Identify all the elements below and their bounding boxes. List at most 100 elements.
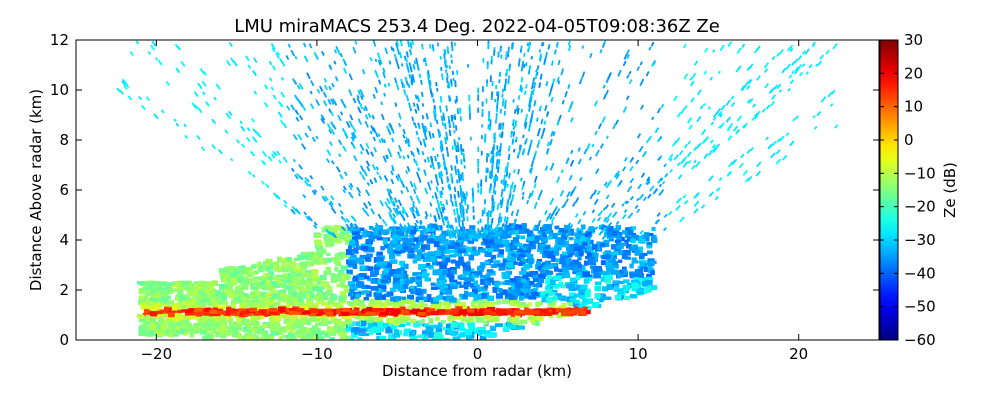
echo-cell: [425, 325, 431, 331]
echo-cell: [596, 267, 602, 272]
echo-cell: [382, 238, 388, 245]
echo-cell: [388, 253, 396, 260]
echo-cell: [443, 296, 452, 302]
echo-cell: [346, 269, 353, 275]
echo-cell: [562, 268, 569, 273]
echo-cell: [191, 297, 197, 303]
echo-cell: [605, 278, 611, 284]
echo-cell: [581, 224, 586, 230]
echo-cell: [479, 299, 485, 305]
echo-cell: [392, 260, 397, 264]
echo-cell: [165, 286, 171, 291]
echo-cell: [138, 330, 144, 335]
echo-cell: [401, 296, 407, 301]
echo-cell: [449, 281, 457, 286]
echo-cell: [246, 322, 252, 327]
echo-cell: [142, 312, 148, 317]
echo-cell: [490, 325, 497, 331]
echo-cell: [545, 285, 551, 291]
echo-cell: [577, 257, 582, 261]
echo-cell: [151, 306, 158, 311]
echo-cell: [513, 253, 520, 259]
echo-cell: [471, 238, 479, 242]
echo-cell: [567, 251, 575, 256]
echo-cell: [360, 266, 366, 270]
echo-cell: [373, 304, 381, 310]
echo-cell: [359, 304, 364, 310]
echo-cell: [438, 294, 443, 300]
echo-cell: [263, 263, 270, 269]
echo-cell: [514, 276, 521, 282]
echo-cell: [190, 301, 199, 306]
echo-cell: [182, 280, 189, 286]
echo-cell: [469, 271, 477, 275]
echo-cell: [506, 232, 512, 238]
echo-cell: [417, 303, 424, 309]
echo-cell: [286, 320, 294, 327]
echo-cell: [580, 301, 589, 306]
echo-cell: [264, 299, 273, 304]
echo-cell: [291, 263, 298, 268]
echo-cell: [357, 337, 363, 340]
echo-cell: [574, 293, 579, 298]
echo-cell: [327, 257, 333, 263]
echo-cell: [189, 304, 197, 309]
echo-cell: [629, 246, 636, 251]
echo-cell: [523, 243, 531, 248]
echo-cell: [177, 286, 183, 290]
echo-cell: [392, 226, 401, 230]
echo-cell: [289, 279, 297, 285]
echo-cell: [417, 274, 425, 279]
echo-cell: [353, 229, 360, 233]
echo-cell: [501, 299, 509, 304]
echo-cell: [365, 239, 373, 245]
layer-cell: [408, 309, 417, 314]
echo-cell: [443, 300, 452, 305]
echo-cell: [216, 316, 224, 323]
echo-cell: [428, 235, 436, 241]
echo-cell: [638, 239, 646, 244]
echo-cell: [207, 299, 212, 305]
echo-cell: [315, 253, 323, 258]
echo-cell: [551, 263, 558, 268]
echo-cell: [431, 337, 439, 340]
echo-cell: [586, 252, 593, 257]
echo-cell: [504, 239, 510, 246]
echo-cell: [154, 329, 160, 336]
echo-cell: [511, 284, 516, 290]
echo-cell: [360, 246, 369, 251]
echo-cell: [647, 263, 653, 268]
echo-cell: [634, 273, 641, 279]
echo-cell: [477, 266, 482, 271]
echo-cell: [272, 317, 279, 323]
echo-cell: [480, 275, 487, 279]
echo-cell: [172, 288, 178, 292]
echo-cell: [572, 301, 578, 307]
echo-cell: [142, 332, 149, 337]
echo-cell: [629, 263, 634, 269]
echo-cell: [510, 318, 517, 323]
echo-cell: [245, 335, 252, 340]
echo-cell: [624, 239, 629, 246]
echo-cell: [361, 332, 370, 337]
echo-cell: [619, 271, 625, 278]
echo-cell: [555, 258, 561, 263]
echo-cell: [494, 281, 502, 286]
layer-cell: [310, 308, 319, 313]
echo-cell: [494, 231, 501, 238]
echo-cell: [325, 290, 333, 297]
echo-cell: [356, 299, 365, 306]
echo-cell: [418, 300, 424, 304]
echo-cell: [149, 301, 155, 308]
echo-cell: [387, 262, 393, 268]
echo-cell: [472, 328, 481, 335]
echo-cell: [466, 261, 471, 266]
echo-cell: [513, 261, 518, 265]
echo-cell: [624, 256, 631, 260]
echo-cell: [457, 314, 464, 320]
echo-cell: [252, 282, 258, 286]
echo-cell: [543, 250, 551, 255]
echo-cell: [450, 269, 457, 275]
echo-cell: [562, 229, 569, 233]
echo-cell: [651, 285, 658, 291]
